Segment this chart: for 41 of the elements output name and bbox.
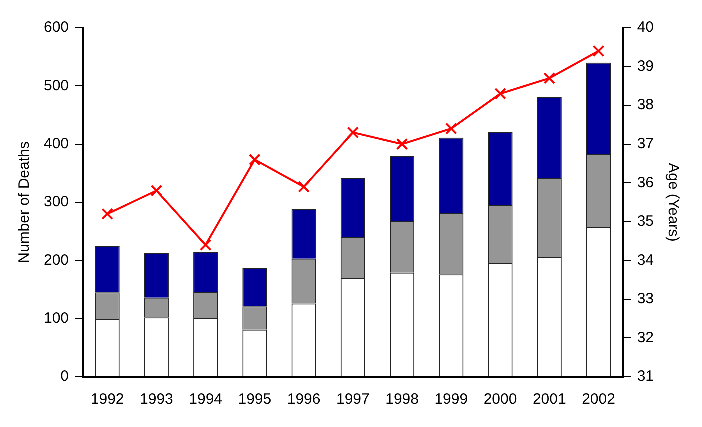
point [347,126,360,139]
y2-tick-label: 37 [637,135,654,152]
x-tick-label: 1997 [336,391,370,408]
y2-axis-title: Age (Years) [664,163,682,242]
y2-tick-label: 39 [637,58,654,75]
y2-tick-label: 40 [637,19,654,36]
x-tick-label: 1993 [140,391,174,408]
y2-tick-label: 32 [637,329,654,346]
x-tick-label: 1992 [90,391,124,408]
y2-tick-label: 31 [637,368,654,386]
point [592,45,605,58]
point [445,122,458,135]
x-tick-label: 2002 [582,391,616,408]
x-tick-label: 2000 [484,391,518,408]
point [200,239,212,252]
x-tick-label: 1994 [189,391,223,408]
y-tick-label: 500 [44,77,70,94]
x-tick-label: 1995 [238,391,272,408]
x-tick-label: 1999 [434,391,468,408]
x-tick-label: 1998 [386,391,419,408]
point [102,208,114,220]
x-tick-label: 1996 [287,391,321,408]
point [544,72,556,84]
y-tick-label: 400 [44,135,70,152]
point [248,154,261,166]
point [150,184,163,197]
y-tick-label: 600 [44,19,70,36]
y2-tick-label: 35 [637,213,654,230]
point [396,138,408,150]
y2-tick-label: 36 [637,174,654,192]
y-tick-label: 0 [60,368,70,386]
y2-tick-label: 38 [637,96,654,114]
x-tick-label: 2001 [532,391,566,408]
y2-tick-label: 33 [637,290,654,308]
y-tick-label: 100 [44,310,70,327]
y-axis-title: Number of Deaths [16,142,34,264]
y-tick-label: 300 [44,194,70,211]
y2-tick-label: 34 [637,252,654,269]
y-tick-label: 200 [44,252,70,269]
point [494,88,506,100]
point [298,181,310,193]
